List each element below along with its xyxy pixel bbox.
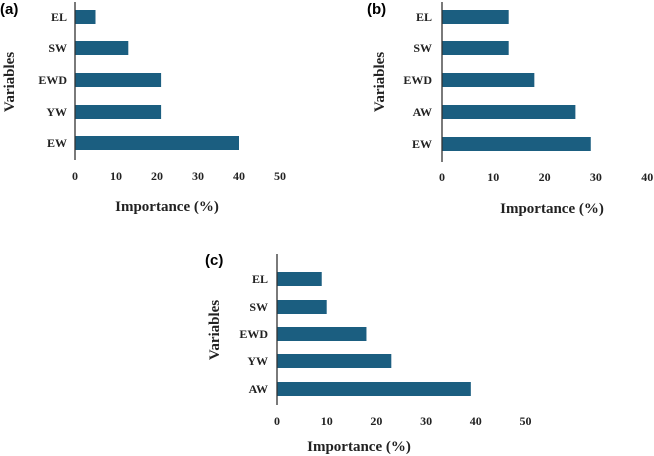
x-axis-label-a: Importance (%) [115, 199, 219, 215]
x-axis-label-c: Importance (%) [307, 439, 411, 455]
x-tick-label-c-50: 50 [520, 414, 532, 428]
bar-c-el [277, 272, 322, 286]
category-labels-a: EL SW EWD YW EW [38, 10, 67, 150]
y-axis-label-c: Variables [207, 300, 223, 360]
x-tick-label-a-50: 50 [274, 169, 286, 183]
bar-a-ewd [75, 73, 162, 87]
panel-label-b: (b) [367, 1, 386, 18]
bar-a-yw [75, 105, 162, 119]
category-label-c-sw: SW [249, 300, 268, 314]
x-tick-label-a-40: 40 [233, 169, 245, 183]
bar-a-el [75, 10, 96, 24]
bar-c-ewd [277, 327, 367, 341]
x-tick-label-a-10: 10 [110, 169, 122, 183]
category-label-a-el: EL [51, 10, 67, 24]
x-tick-label-a-30: 30 [192, 169, 204, 183]
category-label-a-ewd: EWD [38, 73, 67, 87]
chart-c: (c) Variables Importance (%) EL SW EWD YW AW… [205, 252, 532, 455]
category-label-b-ew: EW [412, 137, 432, 151]
bars-a [75, 10, 239, 150]
bar-a-ew [75, 136, 239, 150]
bar-b-ewd [442, 73, 535, 87]
panel-label-a: (a) [0, 1, 18, 18]
x-tick-label-c-40: 40 [470, 414, 482, 428]
category-label-c-yw: YW [247, 354, 268, 368]
x-tick-label-b-10: 10 [487, 170, 499, 184]
x-tick-labels-b: 0 10 20 30 40 [439, 170, 653, 184]
x-tick-label-b-40: 40 [641, 170, 653, 184]
category-label-a-sw: SW [48, 41, 67, 55]
x-tick-label-b-30: 30 [590, 170, 602, 184]
category-label-b-el: EL [416, 10, 432, 24]
bars-c [277, 272, 471, 396]
panel-label-c: (c) [205, 252, 223, 269]
bar-b-aw [442, 105, 576, 119]
x-axis-label-b: Importance (%) [500, 201, 604, 217]
x-tick-label-c-10: 10 [321, 414, 333, 428]
x-tick-label-c-20: 20 [370, 414, 382, 428]
category-label-a-ew: EW [47, 136, 67, 150]
bar-b-el [442, 10, 509, 24]
category-label-c-aw: AW [249, 382, 268, 396]
bar-c-sw [277, 300, 327, 314]
category-label-b-aw: AW [413, 105, 432, 119]
chart-a: (a) Variables Importance (%) EL SW EWD YW EW… [0, 1, 286, 215]
bar-c-yw [277, 354, 392, 368]
category-labels-c: EL SW EWD YW AW [239, 272, 268, 396]
x-tick-label-a-0: 0 [72, 169, 78, 183]
bars-b [442, 10, 591, 151]
y-axis-label-a: Variables [2, 52, 18, 112]
x-tick-labels-c: 0 10 20 30 40 50 [274, 414, 532, 428]
category-label-c-el: EL [252, 272, 268, 286]
category-label-b-ewd: EWD [403, 73, 432, 87]
bar-c-aw [277, 382, 471, 396]
x-tick-label-a-20: 20 [151, 169, 163, 183]
x-tick-labels-a: 0 10 20 30 40 50 [72, 169, 286, 183]
chart-b: (b) Variables Importance (%) EL SW EWD AW EW… [367, 1, 653, 217]
x-tick-label-b-20: 20 [539, 170, 551, 184]
y-axis-label-b: Variables [372, 52, 388, 112]
x-tick-label-b-0: 0 [439, 170, 445, 184]
category-labels-b: EL SW EWD AW EW [403, 10, 432, 151]
category-label-b-sw: SW [413, 41, 432, 55]
bar-b-sw [442, 41, 509, 55]
bar-b-ew [442, 137, 591, 151]
category-label-a-yw: YW [46, 105, 67, 119]
x-tick-label-c-0: 0 [274, 414, 280, 428]
bar-a-sw [75, 41, 129, 55]
category-label-c-ewd: EWD [239, 327, 268, 341]
x-tick-label-c-30: 30 [420, 414, 432, 428]
